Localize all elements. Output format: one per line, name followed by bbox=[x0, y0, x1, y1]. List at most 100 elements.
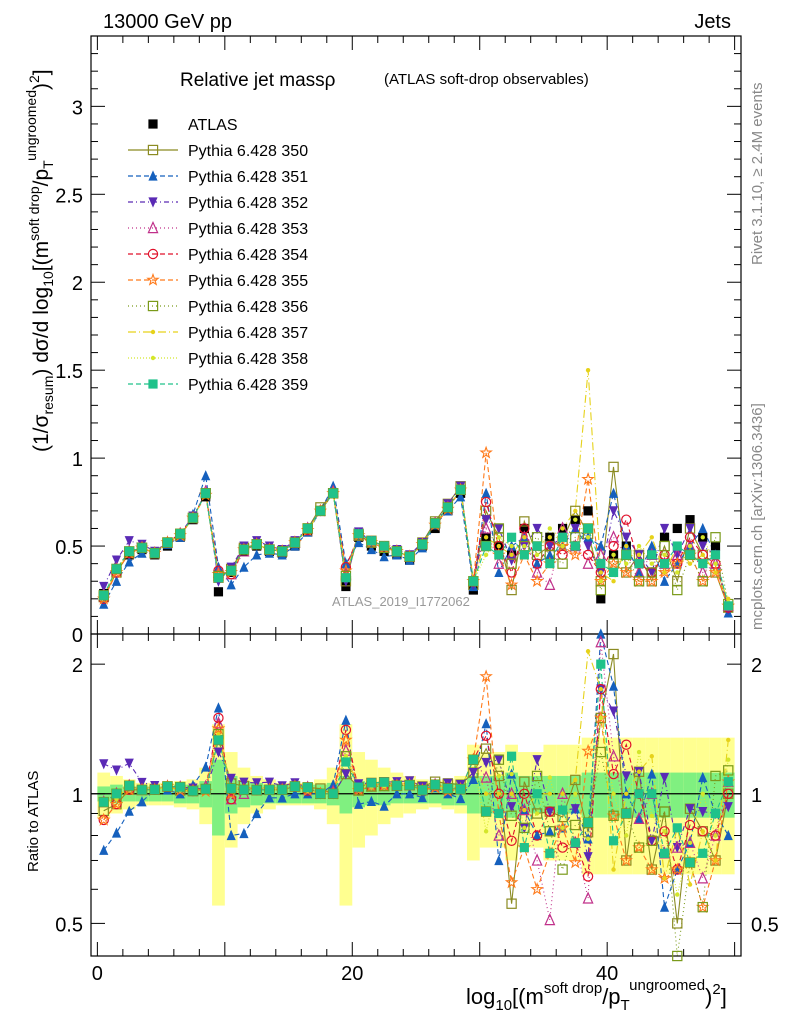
source-label: mcplots.cern.ch [arXiv:1306.3436] bbox=[749, 403, 766, 630]
ratio-point-359-45 bbox=[672, 823, 682, 833]
ratio-point-350-34 bbox=[531, 808, 543, 819]
point-352-47 bbox=[698, 541, 708, 552]
ratio-point-357-30 bbox=[483, 791, 489, 796]
ratio-point-359-22 bbox=[379, 777, 389, 787]
ratio-point-352-34 bbox=[532, 755, 542, 766]
ratio-point-355-36 bbox=[555, 820, 570, 834]
point-356-42 bbox=[633, 576, 645, 587]
point-359-49 bbox=[723, 601, 733, 611]
ratio-point-355-1 bbox=[109, 797, 124, 810]
ratio-point-354-36 bbox=[557, 842, 568, 853]
legend-label-351: Pythia 6.428 351 bbox=[188, 169, 308, 186]
point-354-33 bbox=[519, 523, 530, 534]
ratio-point-356-42 bbox=[633, 842, 645, 853]
point-353-38 bbox=[582, 556, 594, 569]
svg-text:(1/σresum) dσ/d log10[(msoft d: (1/σresum) dσ/d log10[(msoft drop/pTungr… bbox=[23, 69, 56, 452]
ratio-point-351-0 bbox=[99, 844, 109, 855]
point-353-30 bbox=[480, 521, 492, 534]
main-y-tick-label: 1.5 bbox=[55, 361, 83, 383]
ratio-point-359-9 bbox=[213, 735, 224, 745]
point-355-41 bbox=[619, 565, 634, 579]
ratio-point-359-34 bbox=[532, 789, 542, 799]
point-353-35 bbox=[544, 577, 556, 590]
point-354-38 bbox=[582, 549, 594, 561]
analysis-watermark: ATLAS_2019_I1772062 bbox=[332, 594, 470, 609]
point-352-40 bbox=[608, 506, 619, 517]
ratio-point-352-30 bbox=[481, 757, 491, 769]
ratio-point-357-49 bbox=[726, 737, 731, 743]
point-351-40 bbox=[608, 487, 619, 498]
ratio-point-352-1 bbox=[111, 765, 122, 776]
point-351-22 bbox=[379, 551, 389, 562]
point-359-37 bbox=[570, 541, 580, 551]
point-351-28 bbox=[456, 491, 466, 502]
point-359-38 bbox=[583, 523, 593, 534]
point-359-32 bbox=[506, 532, 517, 542]
point-352-2 bbox=[124, 536, 134, 547]
ratio-point-359-18 bbox=[328, 789, 338, 799]
ratio-point-355-38 bbox=[581, 743, 595, 757]
point-359-7 bbox=[188, 513, 198, 523]
ratio-point-355-40 bbox=[606, 808, 621, 822]
ratio-panel-frame bbox=[90, 633, 742, 957]
point-359-34 bbox=[532, 541, 542, 551]
point-356-31 bbox=[493, 523, 505, 534]
legend-label-354: Pythia 6.428 354 bbox=[188, 247, 308, 264]
point-351-44 bbox=[659, 575, 670, 586]
point-356-48 bbox=[710, 532, 721, 543]
ratio-point-354-39 bbox=[595, 683, 607, 695]
point-357-48 bbox=[713, 570, 718, 575]
point-359-28 bbox=[456, 485, 466, 495]
ratio-point-353-38 bbox=[582, 891, 594, 904]
x-tick-label: 40 bbox=[596, 963, 618, 985]
ratio-point-357-48 bbox=[713, 858, 718, 863]
ratio-point-351-22 bbox=[379, 800, 389, 811]
point-351-1 bbox=[111, 575, 122, 586]
ratio-point-355-42 bbox=[632, 840, 646, 854]
ratio-point-356-33 bbox=[519, 822, 530, 834]
point-355-47 bbox=[695, 574, 710, 588]
ratio-point-358-31 bbox=[496, 773, 502, 779]
ratio-point-359-25 bbox=[417, 785, 427, 795]
point-359-14 bbox=[277, 546, 287, 556]
point-358-36 bbox=[560, 543, 565, 549]
point-359-44 bbox=[659, 559, 670, 569]
point-355-40 bbox=[606, 556, 621, 570]
ratio-point-355-43 bbox=[645, 862, 659, 876]
point-351-47 bbox=[698, 522, 708, 534]
band-inner-39 bbox=[594, 772, 608, 818]
ratio-point-359-5 bbox=[162, 781, 173, 792]
legend-marker-355 bbox=[146, 272, 160, 286]
point-351-10 bbox=[226, 579, 236, 590]
point-350-33 bbox=[519, 516, 530, 527]
point-350-32 bbox=[506, 584, 517, 596]
ratio-point-358-30 bbox=[483, 829, 489, 834]
point-358-45 bbox=[675, 570, 680, 575]
ratio-point-351-29 bbox=[468, 773, 478, 784]
ratio-point-359-37 bbox=[570, 838, 580, 848]
ratio-point-352-31 bbox=[494, 755, 504, 766]
point-357-46 bbox=[687, 561, 693, 566]
point-356-36 bbox=[557, 558, 568, 569]
ratio-point-350-30 bbox=[480, 743, 492, 754]
point-359-33 bbox=[519, 550, 529, 560]
point-352-31 bbox=[494, 523, 504, 535]
ratio-y-tick-label-right: 0.5 bbox=[751, 914, 779, 936]
ratio-point-359-16 bbox=[303, 782, 313, 793]
ratio-point-350-33 bbox=[519, 776, 530, 787]
ratio-point-353-33 bbox=[518, 802, 530, 816]
point-358-34 bbox=[534, 552, 540, 558]
ratio-point-358-35 bbox=[547, 775, 553, 780]
ratio-point-358-36 bbox=[560, 825, 565, 831]
point-359-39 bbox=[596, 559, 606, 569]
ratio-point-359-47 bbox=[698, 848, 708, 858]
ratio-point-356-35 bbox=[544, 826, 556, 837]
ratio-point-357-43 bbox=[649, 754, 654, 759]
band-inner-9 bbox=[212, 759, 225, 836]
point-352-35 bbox=[545, 541, 555, 552]
point-356-39 bbox=[595, 584, 607, 596]
legend-marker-357 bbox=[150, 329, 156, 335]
ratio-point-359-29 bbox=[468, 755, 478, 765]
main-y-tick-label: 3 bbox=[72, 97, 83, 119]
main-y-tick-label: 2.5 bbox=[55, 185, 83, 207]
